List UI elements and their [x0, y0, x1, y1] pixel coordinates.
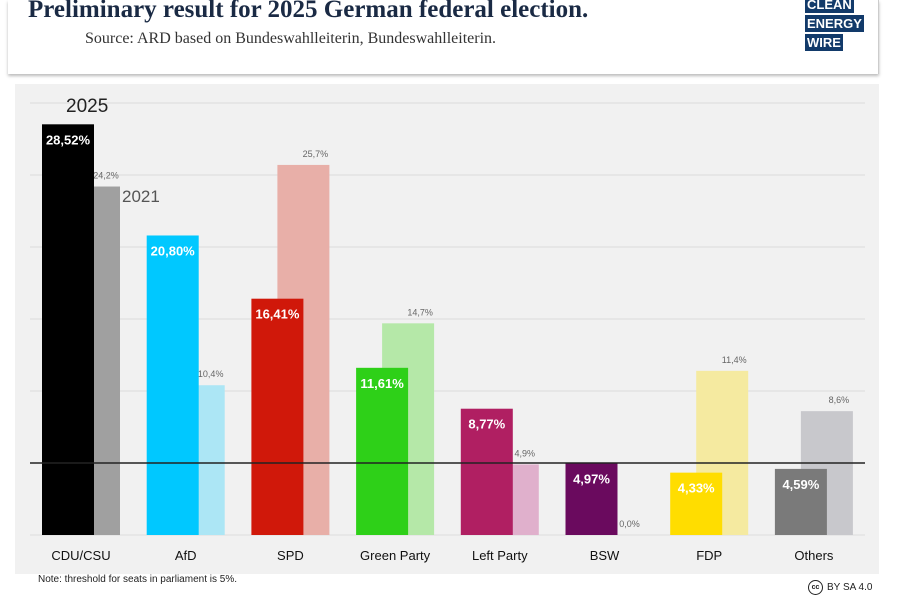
logo-line: ENERGY	[805, 15, 864, 32]
category-label: AfD	[175, 548, 197, 563]
category-label: Others	[794, 548, 834, 563]
bar-2025	[42, 124, 94, 535]
bar-2025	[460, 408, 513, 535]
data-label-2025: 4,59%	[782, 477, 819, 492]
data-label-2025: 8,77%	[468, 417, 505, 432]
logo-line: CLEAN	[805, 0, 854, 13]
category-label: BSW	[590, 548, 620, 563]
category-label: FDP	[696, 548, 722, 563]
data-label-2021: 10,4%	[198, 369, 224, 379]
bar-2025	[565, 463, 618, 535]
data-label-2021: 4,9%	[515, 448, 536, 458]
data-label-2021: 0,0%	[619, 519, 640, 529]
license-text: BY SA 4.0	[827, 582, 873, 594]
bar-2025	[146, 235, 199, 536]
data-label-2025: 16,41%	[255, 307, 300, 322]
header: Preliminary result for 2025 German feder…	[8, 0, 879, 74]
license: cc BY SA 4.0	[808, 580, 872, 595]
bar-2025	[251, 298, 304, 535]
bar-2025	[774, 468, 827, 535]
data-label-2025: 4,97%	[573, 471, 610, 486]
category-label: Green Party	[360, 548, 431, 563]
data-label-2025: 4,33%	[678, 481, 715, 496]
threshold-note: Note: threshold for seats in parliament …	[38, 574, 237, 585]
data-label-2025: 20,80%	[151, 243, 196, 258]
legend-2021: 2021	[122, 187, 160, 206]
clean-energy-wire-logo: CLEAN ENERGY WIRE	[805, 0, 864, 53]
legend-2025: 2025	[66, 96, 108, 117]
data-label-2021: 8,6%	[829, 395, 850, 405]
chart-title: Preliminary result for 2025 German feder…	[28, 0, 589, 23]
data-label-2021: 24,2%	[93, 171, 119, 181]
data-label-2021: 14,7%	[407, 307, 433, 317]
data-label-2025: 11,61%	[360, 376, 404, 391]
data-label-2025: 28,52%	[46, 132, 91, 147]
data-label-2021: 11,4%	[722, 355, 747, 365]
creative-commons-icon: cc	[808, 580, 823, 595]
category-label: SPD	[277, 548, 304, 563]
logo-line: WIRE	[805, 34, 843, 51]
category-label: CDU/CSU	[51, 548, 110, 563]
chart-subtitle: Source: ARD based on Bundeswahlleiterin,…	[85, 30, 497, 47]
data-label-2021: 25,7%	[303, 149, 329, 159]
bar-2025	[356, 367, 409, 535]
category-label: Left Party	[472, 548, 528, 563]
bar-2025	[670, 472, 723, 535]
